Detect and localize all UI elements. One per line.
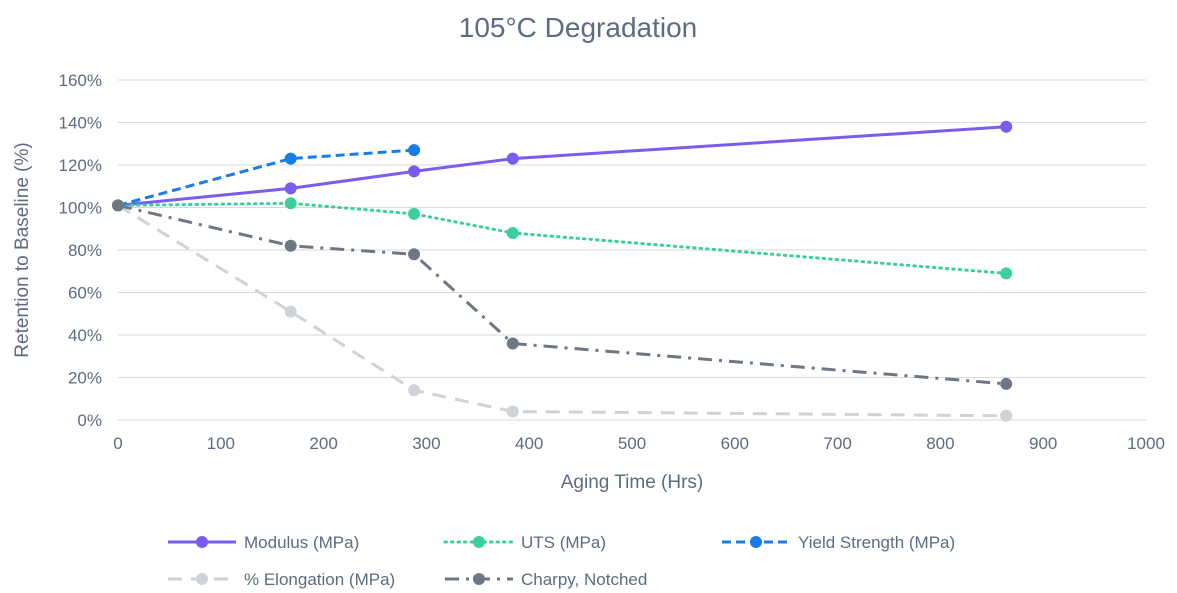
legend-item-3: % Elongation (MPa) [168,570,395,589]
data-point [284,305,297,318]
data-point [1000,409,1013,422]
legend-marker [196,573,208,585]
data-point [506,337,519,350]
data-point [284,197,297,210]
data-point [408,144,421,157]
y-tick-label: 60% [68,284,102,303]
series-3 [112,199,1013,422]
series-line [117,203,1007,386]
y-tick-label: 140% [59,114,102,133]
y-tick-label: 40% [68,326,102,345]
series-line [117,148,415,207]
x-tick-label: 600 [721,434,749,453]
x-tick-label: 800 [926,434,954,453]
data-point [506,227,519,239]
data-point [112,199,124,212]
legend-label: Modulus (MPa) [244,533,359,552]
legend-label: UTS (MPa) [521,533,606,552]
legend-label: Charpy, Notched [521,570,647,589]
legend-marker [196,536,208,548]
legend-item-2: Yield Strength (MPa) [722,533,955,552]
x-tick-label: 100 [207,434,235,453]
data-point [284,152,297,165]
y-tick-label: 100% [59,199,102,218]
grid [118,79,1146,421]
x-tick-label: 900 [1029,434,1057,453]
series-0 [112,120,1013,212]
data-point [284,239,297,252]
x-axis-label: Aging Time (Hrs) [561,472,704,493]
data-point [1000,120,1013,133]
x-tick-label: 1000 [1127,434,1165,453]
legend-item-1: UTS (MPa) [443,533,606,552]
x-tick-label: 0 [113,434,122,453]
series-group [112,120,1013,422]
series-4 [112,199,1013,390]
data-point [408,207,421,220]
y-tick-label: 80% [68,241,102,260]
data-point [506,405,519,418]
data-point [1000,377,1013,390]
y-tick-label: 160% [59,71,102,90]
x-tick-label: 300 [412,434,440,453]
x-tick-label: 200 [309,434,337,453]
series-line [116,201,1008,275]
legend-label: % Elongation (MPa) [244,570,395,589]
y-tick-label: 20% [68,369,102,388]
legend-marker [473,536,485,548]
legend-item-0: Modulus (MPa) [168,533,359,552]
chart-title: 105°C Degradation [459,12,697,43]
series-line [117,125,1007,207]
x-tick-label: 400 [515,434,543,453]
y-axis-label: Retention to Baseline (%) [12,142,33,357]
data-point [284,182,297,195]
y-tick-labels: 0% 20% 40% 60% 80% 100% 120% 140% 160% [59,71,102,430]
legend-marker [750,536,762,548]
data-point [1000,267,1013,280]
x-tick-label: 500 [618,434,646,453]
series-1 [112,197,1013,280]
data-point [408,384,421,397]
legend-item-4: Charpy, Notched [445,570,647,589]
data-point [408,248,421,261]
data-point [506,152,519,165]
y-tick-label: 0% [77,411,102,430]
legend-label: Yield Strength (MPa) [798,533,955,552]
legend-marker [473,573,485,585]
legend: Modulus (MPa) UTS (MPa) Yield Strength (MP… [168,533,955,589]
data-point [408,165,421,178]
x-tick-labels: 0 100 200 300 400 500 600 700 800 900 1000 [113,434,1165,453]
y-tick-label: 120% [59,156,102,175]
x-tick-label: 700 [823,434,851,453]
